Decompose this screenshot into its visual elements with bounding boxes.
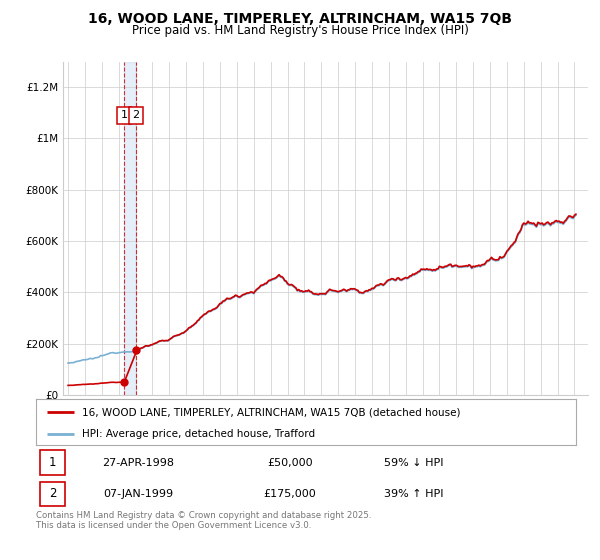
Text: £175,000: £175,000 xyxy=(263,489,316,499)
Text: 59% ↓ HPI: 59% ↓ HPI xyxy=(384,458,444,468)
Text: 2: 2 xyxy=(49,487,56,501)
Text: 1: 1 xyxy=(121,110,128,120)
Text: 39% ↑ HPI: 39% ↑ HPI xyxy=(384,489,444,499)
Text: 07-JAN-1999: 07-JAN-1999 xyxy=(104,489,173,499)
Text: £50,000: £50,000 xyxy=(267,458,313,468)
FancyBboxPatch shape xyxy=(40,482,65,506)
Text: Price paid vs. HM Land Registry's House Price Index (HPI): Price paid vs. HM Land Registry's House … xyxy=(131,24,469,37)
Text: 16, WOOD LANE, TIMPERLEY, ALTRINCHAM, WA15 7QB (detached house): 16, WOOD LANE, TIMPERLEY, ALTRINCHAM, WA… xyxy=(82,407,460,417)
Text: 1: 1 xyxy=(49,456,56,469)
Text: 2: 2 xyxy=(133,110,140,120)
Text: 16, WOOD LANE, TIMPERLEY, ALTRINCHAM, WA15 7QB: 16, WOOD LANE, TIMPERLEY, ALTRINCHAM, WA… xyxy=(88,12,512,26)
Text: 27-APR-1998: 27-APR-1998 xyxy=(103,458,175,468)
Text: HPI: Average price, detached house, Trafford: HPI: Average price, detached house, Traf… xyxy=(82,429,315,439)
Bar xyxy=(124,62,136,395)
FancyBboxPatch shape xyxy=(40,450,65,475)
Text: Contains HM Land Registry data © Crown copyright and database right 2025.
This d: Contains HM Land Registry data © Crown c… xyxy=(36,511,371,530)
